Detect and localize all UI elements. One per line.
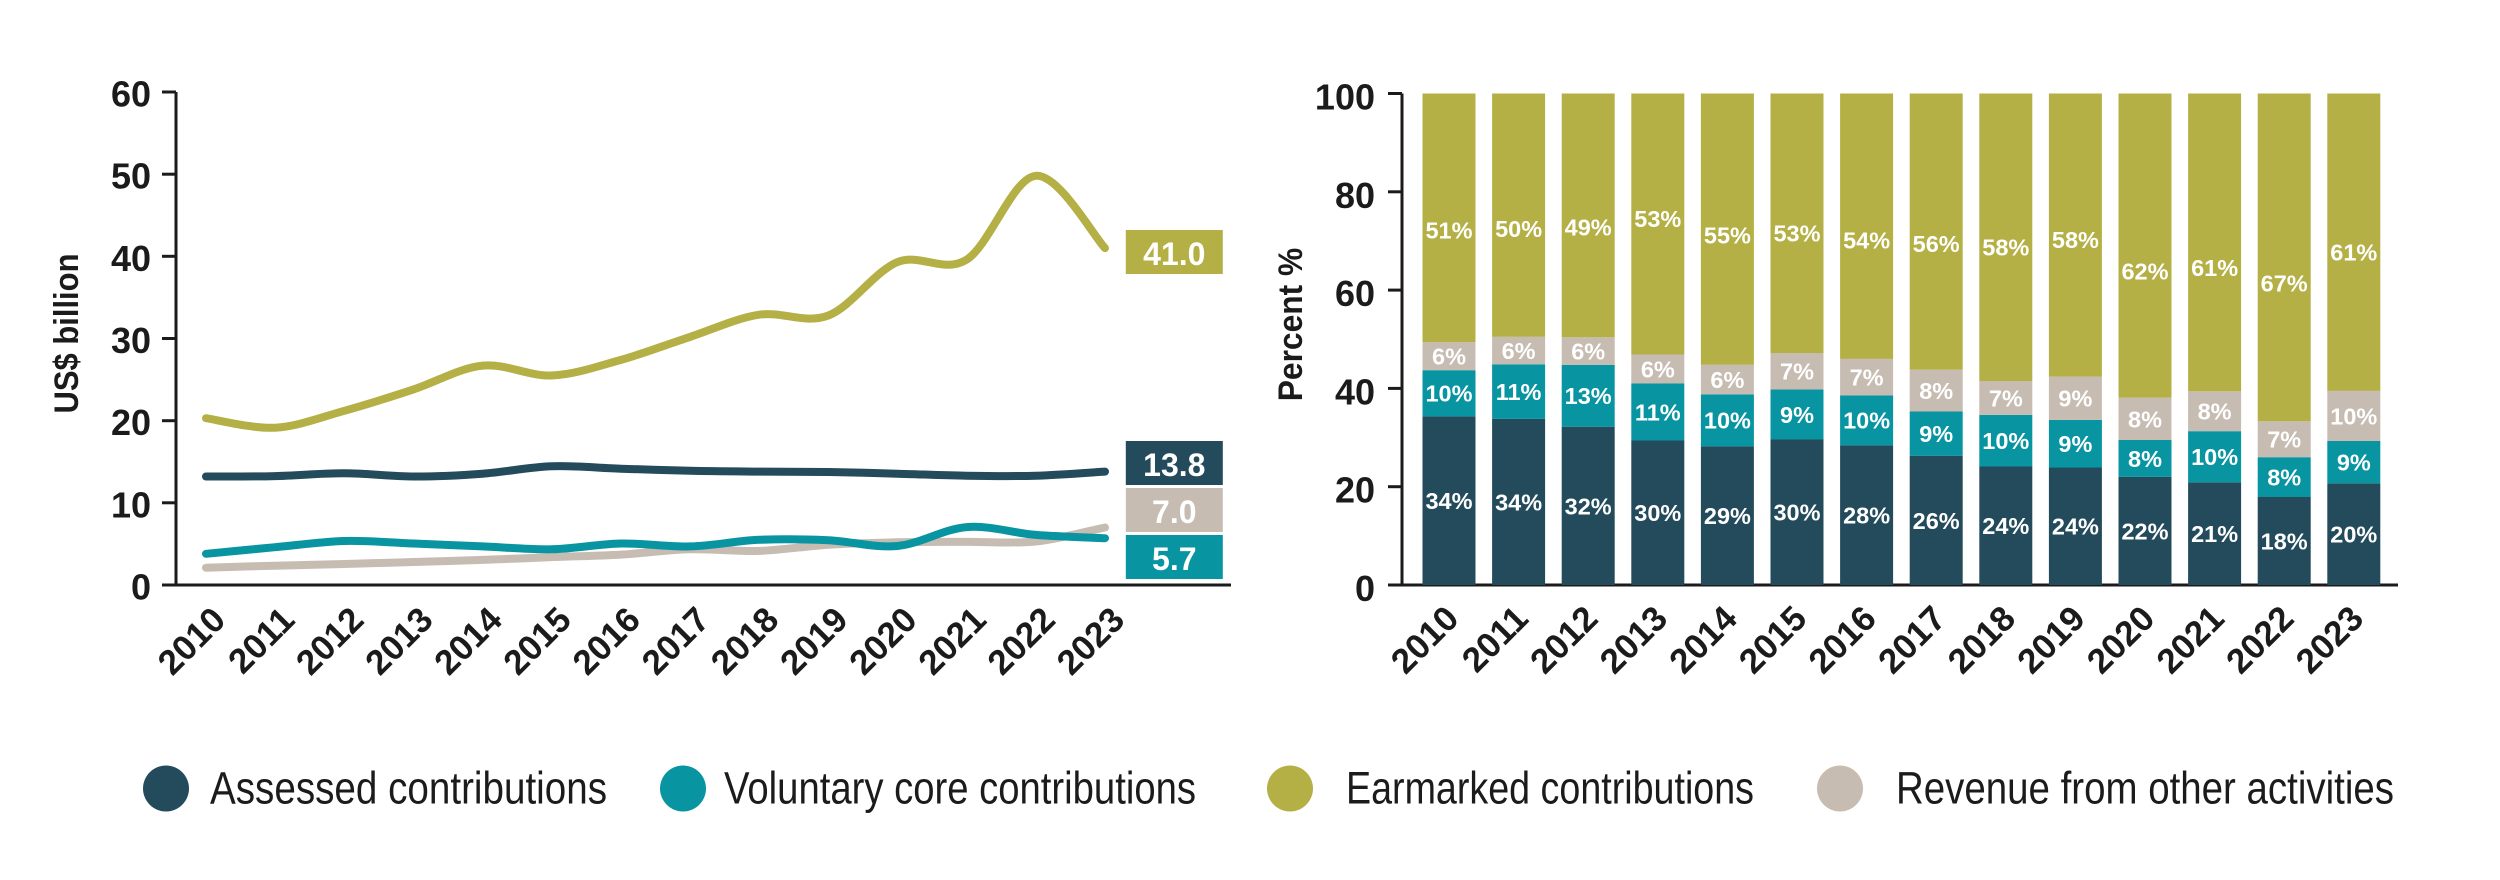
svg-text:55%: 55% <box>1704 223 1751 249</box>
svg-text:9%: 9% <box>2337 450 2371 476</box>
svg-text:6%: 6% <box>1502 338 1536 364</box>
svg-text:80: 80 <box>1335 175 1375 216</box>
svg-text:6%: 6% <box>1432 344 1466 370</box>
svg-text:51%: 51% <box>1425 217 1472 243</box>
svg-text:7%: 7% <box>1989 385 2023 411</box>
svg-text:54%: 54% <box>1843 227 1890 253</box>
svg-text:0: 0 <box>1355 568 1375 609</box>
svg-text:10%: 10% <box>2330 403 2377 429</box>
svg-text:20%: 20% <box>2330 522 2377 548</box>
svg-text:10%: 10% <box>1425 381 1472 407</box>
svg-text:30%: 30% <box>1773 500 1820 526</box>
svg-text:6%: 6% <box>1710 367 1744 393</box>
svg-text:9%: 9% <box>2058 431 2092 457</box>
svg-text:8%: 8% <box>2198 399 2232 425</box>
svg-text:Voluntary core contributions: Voluntary core contributions <box>724 763 1196 814</box>
svg-text:28%: 28% <box>1843 503 1890 529</box>
svg-text:7%: 7% <box>2267 427 2301 453</box>
svg-text:9%: 9% <box>1780 402 1814 428</box>
svg-text:18%: 18% <box>2261 528 2308 554</box>
svg-text:9%: 9% <box>1919 421 1953 447</box>
svg-text:8%: 8% <box>2267 465 2301 491</box>
svg-text:34%: 34% <box>1495 489 1542 515</box>
svg-text:29%: 29% <box>1704 503 1751 529</box>
svg-text:53%: 53% <box>1634 206 1681 232</box>
svg-text:7.0: 7.0 <box>1152 494 1196 530</box>
svg-text:26%: 26% <box>1913 508 1960 534</box>
svg-text:11%: 11% <box>1635 399 1681 425</box>
svg-text:11%: 11% <box>1496 379 1542 405</box>
svg-text:61%: 61% <box>2330 239 2377 265</box>
svg-text:34%: 34% <box>1425 488 1472 514</box>
svg-text:7%: 7% <box>1850 365 1884 391</box>
svg-text:13%: 13% <box>1565 383 1612 409</box>
svg-text:40: 40 <box>1335 371 1375 412</box>
svg-text:49%: 49% <box>1565 215 1612 241</box>
svg-text:61%: 61% <box>2191 255 2238 281</box>
svg-text:22%: 22% <box>2121 518 2168 544</box>
svg-text:21%: 21% <box>2191 521 2238 547</box>
svg-text:10%: 10% <box>1982 428 2029 454</box>
svg-text:10: 10 <box>111 484 151 525</box>
svg-text:10%: 10% <box>1704 408 1751 434</box>
svg-text:56%: 56% <box>1913 231 1960 257</box>
svg-text:100: 100 <box>1315 77 1375 118</box>
svg-text:50%: 50% <box>1495 216 1542 242</box>
svg-text:5.7: 5.7 <box>1152 541 1196 577</box>
svg-text:Earmarked contributions: Earmarked contributions <box>1346 763 1754 814</box>
svg-text:30%: 30% <box>1634 500 1681 526</box>
svg-text:Revenue from other activities: Revenue from other activities <box>1896 763 2394 814</box>
svg-text:10%: 10% <box>2191 444 2238 470</box>
svg-text:20: 20 <box>111 402 151 443</box>
svg-text:10%: 10% <box>1843 408 1890 434</box>
svg-text:58%: 58% <box>2052 227 2099 253</box>
svg-text:Percent %: Percent % <box>1272 248 1310 402</box>
svg-text:9%: 9% <box>2058 386 2092 412</box>
svg-text:13.8: 13.8 <box>1143 447 1205 483</box>
svg-text:53%: 53% <box>1773 221 1820 247</box>
svg-text:US$ billion: US$ billion <box>48 254 86 414</box>
svg-text:Assessed contributions: Assessed contributions <box>210 763 607 814</box>
svg-text:32%: 32% <box>1565 493 1612 519</box>
svg-text:8%: 8% <box>1919 378 1953 404</box>
svg-text:24%: 24% <box>2052 514 2099 540</box>
svg-text:58%: 58% <box>1982 235 2029 261</box>
svg-text:6%: 6% <box>1641 356 1675 382</box>
svg-text:67%: 67% <box>2261 270 2308 296</box>
svg-text:50: 50 <box>111 156 151 197</box>
svg-text:41.0: 41.0 <box>1143 236 1205 272</box>
svg-text:20: 20 <box>1335 470 1375 511</box>
svg-text:24%: 24% <box>1982 513 2029 539</box>
svg-text:62%: 62% <box>2121 258 2168 284</box>
svg-text:60: 60 <box>111 74 151 115</box>
svg-text:8%: 8% <box>2128 406 2162 432</box>
svg-text:8%: 8% <box>2128 446 2162 472</box>
svg-text:6%: 6% <box>1571 338 1605 364</box>
svg-text:0: 0 <box>131 567 151 608</box>
svg-text:7%: 7% <box>1780 359 1814 385</box>
svg-text:60: 60 <box>1335 273 1375 314</box>
svg-text:40: 40 <box>111 238 151 279</box>
svg-text:30: 30 <box>111 320 151 361</box>
